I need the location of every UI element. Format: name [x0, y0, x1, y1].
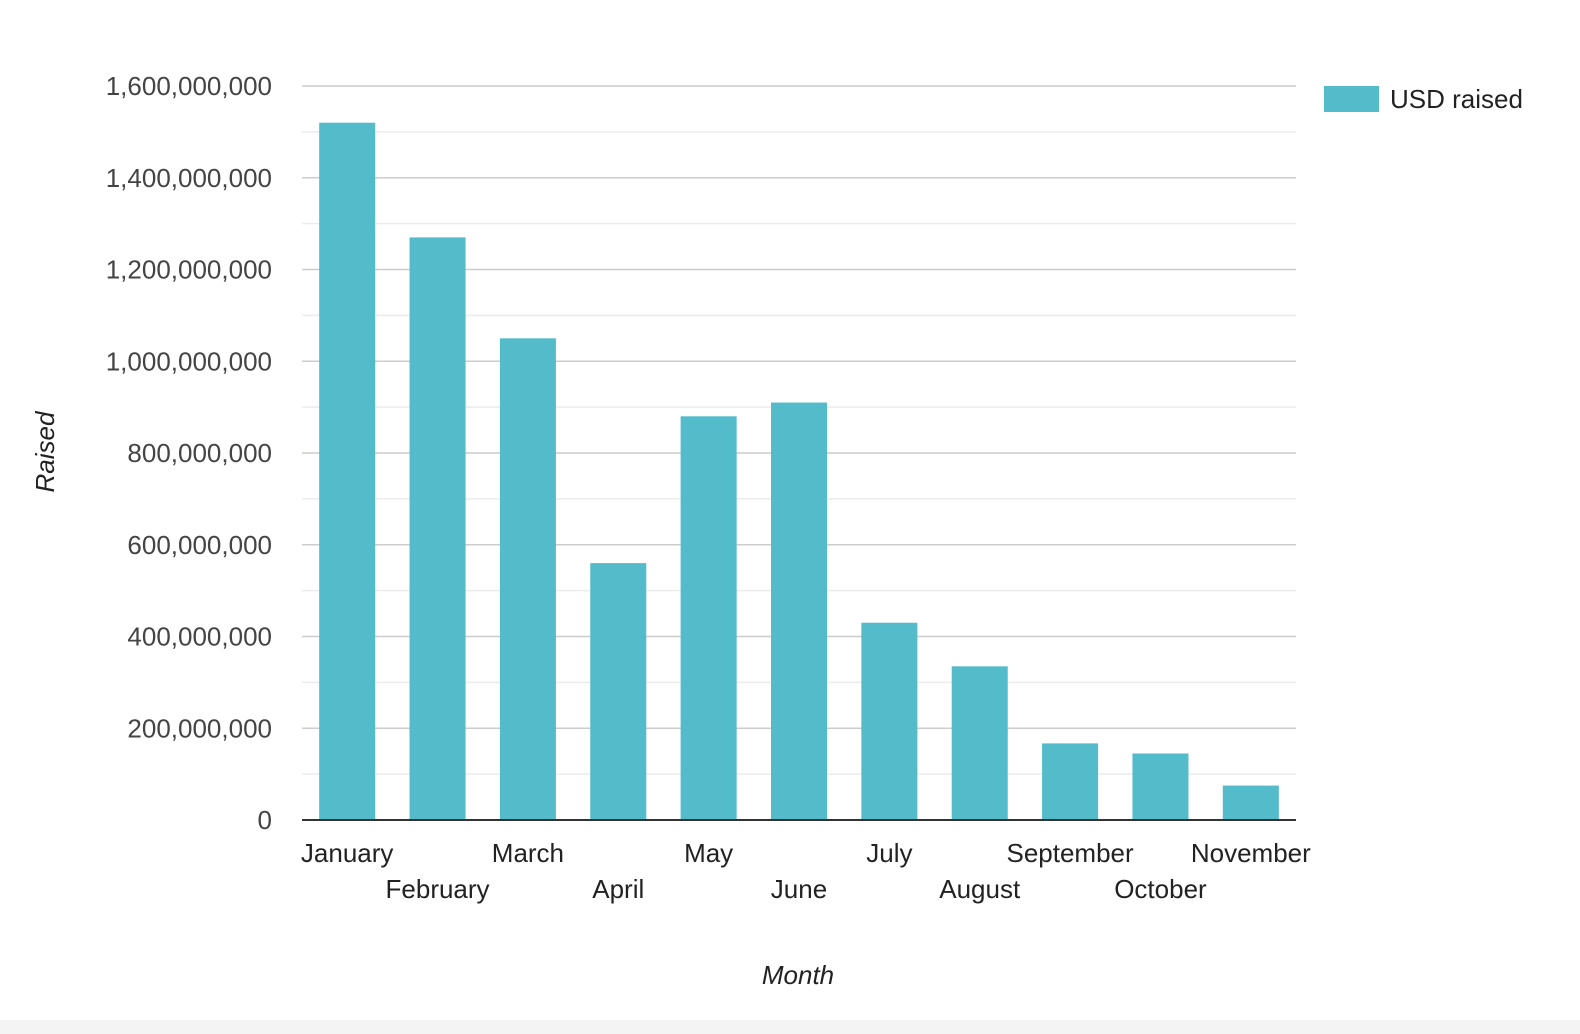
bottom-strip [0, 1020, 1580, 1034]
y-tick-labels: 0 200,000,000 400,000,000 600,000,000 800,00… [106, 71, 272, 835]
bar [409, 237, 466, 820]
x-tick-label: October [1114, 874, 1207, 904]
bar [1132, 753, 1189, 820]
bar [499, 338, 556, 820]
y-tick-label: 1,400,000,000 [106, 163, 272, 193]
bars [319, 122, 1279, 820]
x-tick-label: November [1191, 838, 1311, 868]
y-tick-label: 1,000,000,000 [106, 346, 272, 376]
y-tick-label: 1,200,000,000 [106, 255, 272, 285]
x-tick-label: March [492, 838, 564, 868]
bar [951, 666, 1008, 820]
legend: USD raised [1324, 84, 1523, 114]
y-tick-label: 1,600,000,000 [106, 71, 272, 101]
y-tick-label: 600,000,000 [127, 530, 272, 560]
x-tick-label: April [592, 874, 644, 904]
x-tick-label: July [866, 838, 912, 868]
x-tick-label: May [684, 838, 733, 868]
x-tick-label: August [939, 874, 1021, 904]
y-tick-label: 200,000,000 [127, 713, 272, 743]
y-tick-label: 400,000,000 [127, 622, 272, 652]
y-tick-label: 0 [258, 805, 272, 835]
x-tick-label: January [301, 838, 394, 868]
bar [1222, 785, 1279, 820]
bar [680, 416, 737, 820]
bar [319, 122, 376, 820]
x-tick-label: February [386, 874, 490, 904]
bar [770, 402, 828, 820]
bar [861, 622, 918, 820]
legend-label: USD raised [1390, 84, 1523, 114]
bar [590, 563, 647, 820]
x-tick-label: June [771, 874, 827, 904]
x-tick-label: September [1006, 838, 1134, 868]
bar [1042, 743, 1099, 820]
y-axis-title: Raised [30, 410, 60, 492]
y-tick-label: 800,000,000 [127, 438, 272, 468]
x-axis-title: Month [762, 960, 834, 990]
legend-swatch [1324, 86, 1379, 112]
